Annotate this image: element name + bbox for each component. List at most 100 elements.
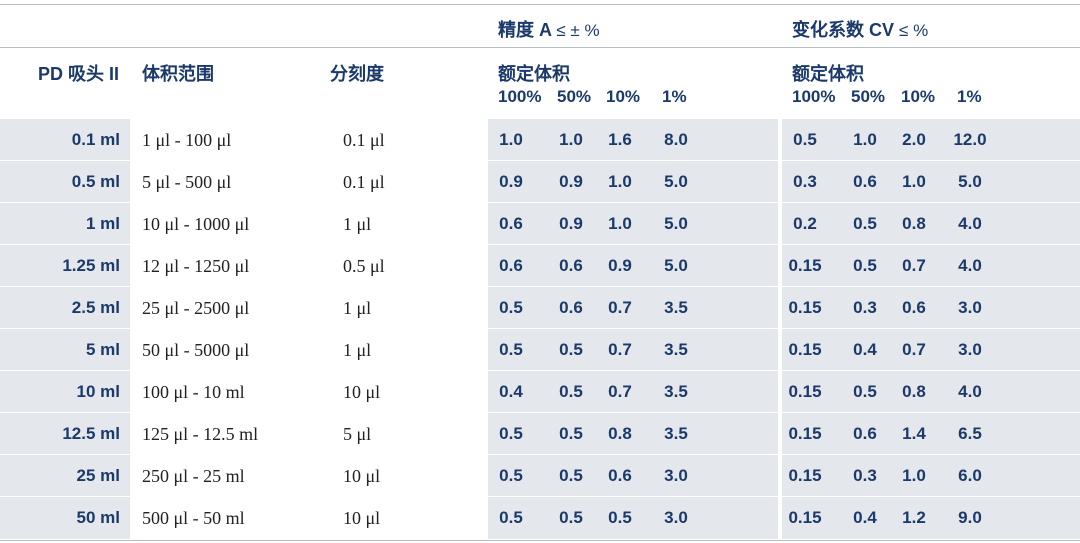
col-header-range: 体积范围: [142, 64, 214, 84]
table-row: 10 ml 100 μl - 10 ml 10 μl 0.4 0.5 0.7 3.5 0.15…: [0, 370, 1080, 413]
cv-value: 0.3: [793, 172, 817, 191]
pd-tip-size: 25 ml: [76, 466, 120, 485]
cv-value: 1.0: [853, 130, 877, 149]
volume-range-from: 10 μl: [142, 214, 180, 234]
volume-range-to: 10 ml: [203, 382, 245, 402]
accuracy-value: 0.5: [499, 466, 523, 485]
cv-group-title: 变化系数 CV ≤ %: [792, 16, 928, 42]
accuracy-value: 0.5: [499, 508, 523, 527]
accuracy-value: 0.7: [608, 382, 632, 401]
table-row: 2.5 ml 25 μl - 2500 μl 1 μl 0.5 0.6 0.7 3.5 0.1…: [0, 286, 1080, 329]
cv-value: 0.6: [853, 424, 877, 443]
row-label-shade: [0, 245, 130, 287]
accuracy-title-symbol: ≤ ± %: [556, 21, 600, 40]
accuracy-value: 0.9: [608, 256, 632, 275]
division: 10 μl: [343, 466, 381, 486]
accuracy-value: 0.6: [559, 256, 583, 275]
pd-tip-size: 50 ml: [76, 508, 120, 527]
accuracy-value: 0.9: [499, 172, 523, 191]
volume-range-to: 2500 μl: [194, 298, 250, 318]
accuracy-value: 0.4: [499, 382, 523, 401]
accuracy-pct-50: 50%: [557, 87, 592, 106]
volume-range: 100 μl - 10 ml: [142, 371, 262, 413]
cv-value: 6.0: [958, 466, 982, 485]
cv-value: 0.6: [902, 298, 926, 317]
volume-range-dash: -: [179, 298, 195, 318]
row-label-shade: [0, 203, 130, 245]
accuracy-value: 1.0: [499, 130, 523, 149]
col-header-pd: PD 吸头 II: [38, 64, 120, 84]
table-row: 12.5 ml 125 μl - 12.5 ml 5 μl 0.5 0.5 0.8 3.5 0…: [0, 412, 1080, 455]
cv-value: 5.0: [958, 172, 982, 191]
accuracy-shade: [488, 371, 778, 413]
cv-title-symbol: ≤ %: [899, 21, 929, 40]
pd-tip-size: 0.1 ml: [71, 130, 120, 149]
accuracy-value: 0.6: [499, 214, 523, 233]
cv-value: 0.15: [788, 466, 822, 485]
table-row: 5 ml 50 μl - 5000 μl 1 μl 0.5 0.5 0.7 3.5 0.15 0…: [0, 328, 1080, 371]
accuracy-rated-volume: 额定体积: [498, 64, 570, 84]
volume-range: 10 μl - 1000 μl: [142, 203, 262, 245]
cv-value: 0.5: [853, 214, 877, 233]
cv-pct-50: 50%: [851, 87, 886, 106]
cv-title-text: 变化系数 CV: [792, 20, 895, 40]
accuracy-value: 5.0: [664, 172, 688, 191]
cv-value: 0.15: [788, 508, 822, 527]
cv-value: 0.2: [793, 214, 817, 233]
cv-value: 0.3: [853, 298, 877, 317]
accuracy-value: 1.0: [608, 172, 632, 191]
cv-value: 0.4: [853, 508, 877, 527]
accuracy-value: 5.0: [664, 214, 688, 233]
volume-range-from: 500 μl: [142, 508, 189, 528]
accuracy-value: 0.5: [559, 508, 583, 527]
cv-value: 6.5: [958, 424, 982, 443]
accuracy-value: 3.5: [664, 298, 688, 317]
cv-shade: [782, 287, 1080, 329]
division: 1 μl: [343, 214, 372, 234]
volume-range-to: 5000 μl: [194, 340, 250, 360]
accuracy-value: 0.8: [608, 424, 632, 443]
division: 1 μl: [343, 340, 372, 360]
cv-shade: [782, 497, 1080, 539]
volume-range-from: 100 μl: [142, 382, 189, 402]
division: 0.5 μl: [343, 256, 385, 276]
row-label-shade: [0, 371, 130, 413]
cv-value: 0.7: [902, 256, 926, 275]
volume-range-dash: -: [179, 214, 195, 234]
cv-pct-10: 10%: [901, 87, 936, 106]
division: 0.1 μl: [343, 172, 385, 192]
volume-range-from: 50 μl: [142, 340, 180, 360]
volume-range-dash: -: [188, 466, 204, 486]
accuracy-shade: [488, 455, 778, 497]
volume-range-from: 25 μl: [142, 298, 180, 318]
volume-range-from: 5 μl: [142, 172, 171, 192]
volume-range-from: 12 μl: [142, 256, 180, 276]
volume-range: 1 μl - 100 μl: [142, 119, 262, 161]
volume-range: 25 μl - 2500 μl: [142, 287, 262, 329]
accuracy-value: 1.6: [608, 130, 632, 149]
pd-tip-size: 2.5 ml: [71, 298, 120, 317]
cv-value: 0.15: [788, 256, 822, 275]
volume-range-dash: -: [188, 508, 204, 528]
accuracy-value: 0.9: [559, 172, 583, 191]
accuracy-value: 0.9: [559, 214, 583, 233]
volume-range-to: 500 μl: [185, 172, 232, 192]
cv-value: 0.5: [793, 130, 817, 149]
cv-value: 0.6: [853, 172, 877, 191]
accuracy-value: 0.5: [559, 466, 583, 485]
accuracy-shade: [488, 245, 778, 287]
volume-range-dash: -: [170, 130, 186, 150]
accuracy-value: 0.6: [499, 256, 523, 275]
cv-shade: [782, 455, 1080, 497]
cv-shade: [782, 119, 1080, 161]
volume-range: 500 μl - 50 ml: [142, 497, 262, 539]
volume-range-dash: -: [170, 172, 186, 192]
table-row: 25 ml 250 μl - 25 ml 10 μl 0.5 0.5 0.6 3.0 0.15…: [0, 454, 1080, 497]
row-label-shade: [0, 119, 130, 161]
volume-range: 250 μl - 25 ml: [142, 455, 262, 497]
accuracy-value: 1.0: [559, 130, 583, 149]
accuracy-shade: [488, 287, 778, 329]
accuracy-value: 8.0: [664, 130, 688, 149]
pd-tip-size: 12.5 ml: [62, 424, 120, 443]
accuracy-pct-10: 10%: [606, 87, 641, 106]
